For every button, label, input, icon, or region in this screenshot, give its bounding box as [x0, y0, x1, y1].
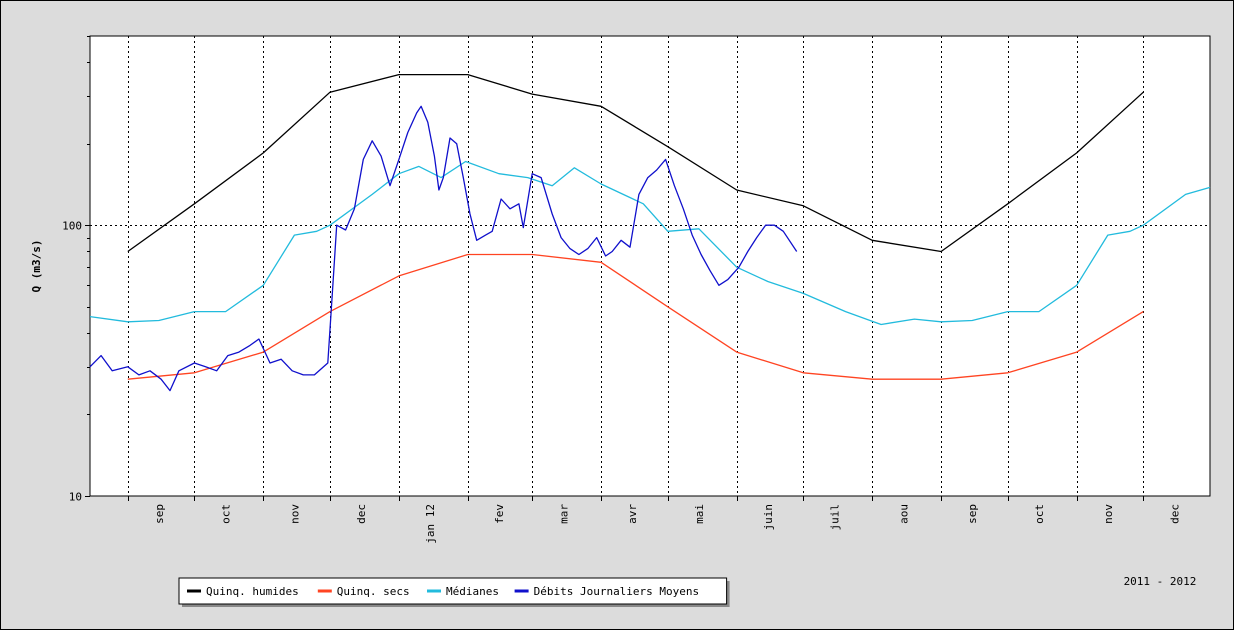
series-line [127, 73, 1144, 253]
legend-label: Quinq. secs [337, 585, 410, 598]
series-line [127, 253, 1144, 380]
y-axis-label: Q (m3/s) [30, 240, 43, 293]
x-tick-label: oct [220, 504, 233, 524]
x-tick-label: dec [1168, 504, 1181, 524]
x-tick-label: sep [153, 504, 166, 524]
x-tick-label: aou [897, 504, 910, 524]
x-tick-label: jan 12 [424, 504, 437, 544]
legend-box [178, 577, 728, 605]
period-label: 2011 - 2012 [1124, 575, 1197, 588]
x-tick-label: mai [693, 504, 706, 524]
plot-area [89, 35, 1211, 497]
x-tick-label: sep [966, 504, 979, 524]
series-line [89, 160, 1211, 326]
series-line [89, 105, 798, 392]
axis-layer: 10 100 sep oct nov dec jan 12 fev mar avr mai juin j… [62, 36, 1181, 544]
legend: Quinq. humides Quinq. secs Médianes Débits … [178, 577, 730, 607]
series-layer [89, 73, 1211, 392]
legend-label: Médianes [446, 585, 499, 598]
y-tick-label: 10 [69, 491, 82, 504]
x-tick-label: fev [493, 504, 506, 524]
x-tick-label: nov [1102, 504, 1115, 524]
y-tick-label: 100 [62, 220, 82, 233]
x-tick-label: nov [288, 504, 301, 524]
x-tick-label: oct [1033, 504, 1046, 524]
legend-label: Quinq. humides [206, 585, 299, 598]
x-tick-label: dec [355, 504, 368, 524]
x-tick-label: juil [828, 504, 841, 531]
grid-layer [90, 36, 1210, 496]
x-tick-label: juin [762, 504, 775, 531]
x-tick-label: avr [626, 504, 639, 524]
legend-label: Débits Journaliers Moyens [534, 585, 700, 598]
x-tick-label: mar [557, 504, 570, 524]
